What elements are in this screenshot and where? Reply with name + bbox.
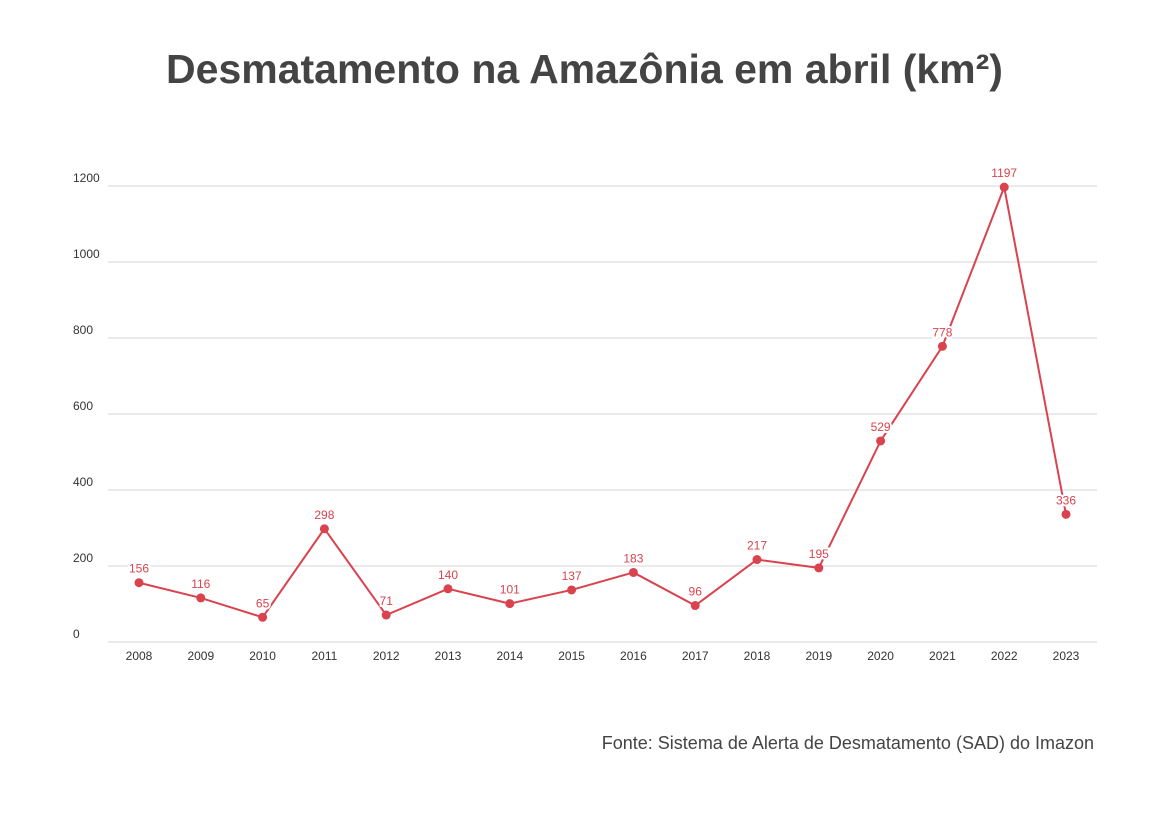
data-label: 195 bbox=[809, 547, 829, 561]
data-label: 96 bbox=[689, 585, 703, 599]
data-point bbox=[443, 584, 453, 594]
data-label: 298 bbox=[314, 508, 334, 522]
data-point bbox=[381, 610, 391, 620]
data-point bbox=[258, 612, 268, 622]
series-line bbox=[138, 183, 1067, 619]
data-point bbox=[628, 567, 638, 577]
data-point bbox=[690, 601, 700, 611]
data-label: 217 bbox=[747, 539, 767, 553]
x-tick-label: 2015 bbox=[558, 649, 585, 663]
data-label: 529 bbox=[871, 420, 891, 434]
y-tick-label: 1200 bbox=[73, 171, 100, 185]
data-label: 137 bbox=[562, 569, 582, 583]
x-tick-label: 2014 bbox=[496, 649, 523, 663]
data-label: 156 bbox=[129, 562, 149, 576]
x-tick-label: 2023 bbox=[1053, 649, 1080, 663]
data-label: 183 bbox=[623, 551, 643, 565]
data-point bbox=[196, 593, 206, 603]
data-point bbox=[505, 599, 515, 609]
x-tick-label: 2013 bbox=[435, 649, 462, 663]
data-label: 116 bbox=[191, 577, 210, 591]
x-tick-label: 2008 bbox=[126, 649, 153, 663]
y-tick-label: 0 bbox=[73, 627, 80, 641]
data-label: 71 bbox=[380, 594, 394, 608]
x-tick-label: 2021 bbox=[929, 649, 956, 663]
x-tick-label: 2019 bbox=[805, 649, 832, 663]
x-tick-label: 2011 bbox=[311, 649, 337, 663]
data-point bbox=[999, 182, 1009, 192]
data-point bbox=[876, 436, 886, 446]
x-tick-label: 2018 bbox=[744, 649, 771, 663]
data-label: 1197 bbox=[991, 166, 1017, 180]
data-point bbox=[814, 563, 824, 573]
x-tick-label: 2022 bbox=[991, 649, 1018, 663]
chart-title: Desmatamento na Amazônia em abril (km²) bbox=[166, 46, 1003, 92]
data-label: 778 bbox=[932, 325, 952, 339]
x-tick-label: 2012 bbox=[373, 649, 400, 663]
y-tick-label: 800 bbox=[73, 323, 93, 337]
x-tick-label: 2010 bbox=[249, 649, 276, 663]
data-point bbox=[319, 524, 329, 534]
x-tick-label: 2016 bbox=[620, 649, 647, 663]
x-tick-label: 2017 bbox=[682, 649, 709, 663]
data-point bbox=[134, 578, 144, 588]
data-point bbox=[752, 555, 762, 565]
data-label: 65 bbox=[256, 596, 270, 610]
y-tick-label: 1000 bbox=[73, 247, 100, 261]
chart-source: Fonte: Sistema de Alerta de Desmatamento… bbox=[601, 733, 1094, 753]
data-label: 336 bbox=[1056, 493, 1076, 507]
data-point bbox=[567, 585, 577, 595]
x-tick-label: 2009 bbox=[187, 649, 214, 663]
data-point bbox=[1061, 509, 1071, 519]
x-tick-label: 2020 bbox=[867, 649, 894, 663]
data-point bbox=[937, 341, 947, 351]
y-tick-label: 200 bbox=[73, 551, 93, 565]
data-label: 101 bbox=[500, 583, 520, 597]
y-tick-label: 600 bbox=[73, 399, 93, 413]
data-label: 140 bbox=[438, 568, 458, 582]
y-tick-label: 400 bbox=[73, 475, 93, 489]
